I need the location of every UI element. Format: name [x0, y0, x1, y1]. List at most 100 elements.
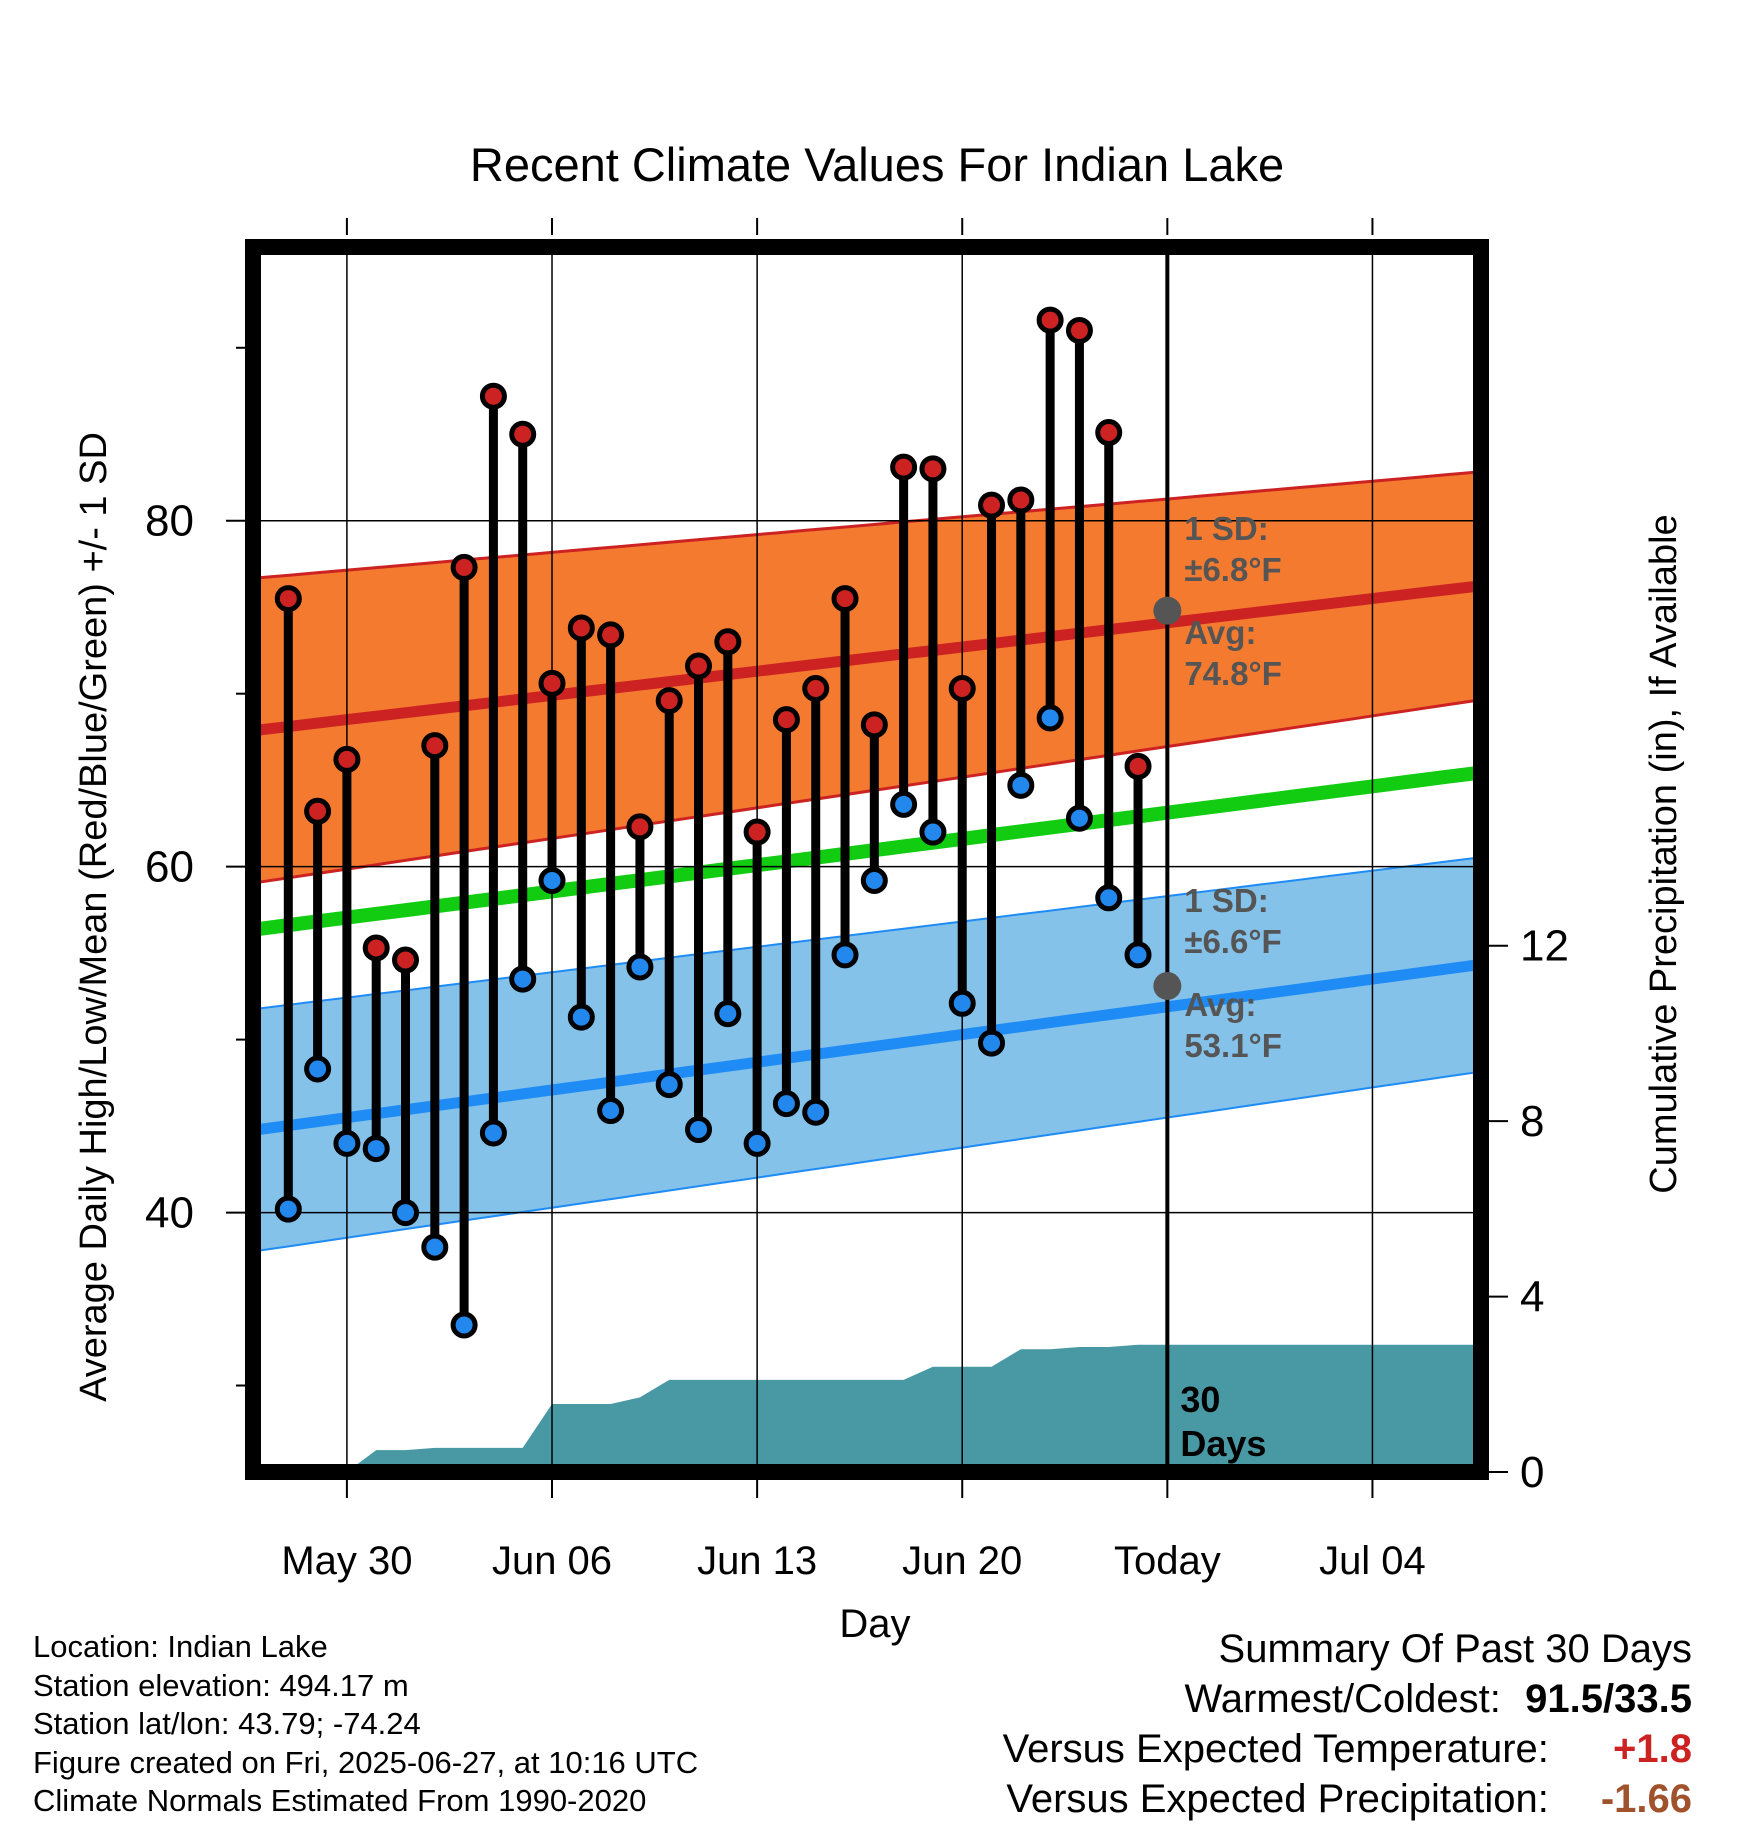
y-axis-label: Average Daily High/Low/Mean (Red/Blue/Gr… — [73, 432, 115, 1402]
x-tick-label: Jun 13 — [697, 1539, 817, 1583]
low-point — [538, 866, 566, 894]
high-point — [948, 675, 976, 703]
high-point — [479, 382, 507, 410]
low-point — [1065, 804, 1093, 832]
high-point — [655, 687, 683, 715]
high-point — [450, 553, 478, 581]
location-text: Location: Indian Lake — [33, 1629, 328, 1664]
high-point — [274, 585, 302, 613]
x-tick-label: Today — [1114, 1539, 1221, 1583]
low-point — [274, 1195, 302, 1223]
low-point — [685, 1116, 713, 1144]
high-point — [304, 797, 332, 825]
high-point — [1036, 306, 1064, 334]
low-point — [362, 1135, 390, 1163]
high-point — [743, 818, 771, 846]
low-point — [333, 1129, 361, 1157]
precip-label: Versus Expected Precipitation: — [1006, 1777, 1549, 1821]
low-point — [479, 1119, 507, 1147]
y2-axis-label: Cumulative Precipitation (in), If Availa… — [1643, 514, 1685, 1193]
high-point — [626, 813, 654, 841]
x-axis-label: Day — [839, 1602, 910, 1646]
high-point — [1124, 752, 1152, 780]
chart-title: Recent Climate Values For Indian Lake — [470, 138, 1284, 191]
high-avg-label: Avg: — [1184, 614, 1256, 651]
y2-tick-label: 8 — [1520, 1097, 1544, 1146]
created-text: Figure created on Fri, 2025-06-27, at 10… — [33, 1744, 699, 1780]
high-point — [860, 711, 888, 739]
low-point — [655, 1071, 683, 1099]
latlon-text: Station lat/lon: 43.79; -74.24 — [33, 1706, 421, 1741]
warm-cold-label: Warmest/Coldest: — [1184, 1677, 1501, 1721]
high-sd-label: 1 SD: — [1184, 510, 1268, 547]
x-tick-label: May 30 — [281, 1539, 412, 1583]
low-point — [509, 965, 537, 993]
temp-label: Versus Expected Temperature: — [1002, 1727, 1549, 1771]
y-tick-label: 80 — [145, 497, 194, 546]
precip-area — [346, 1344, 1475, 1472]
high-point — [1007, 486, 1035, 514]
summary-panel: Summary Of Past 30 Days Warmest/Coldest:… — [1003, 1624, 1692, 1824]
high-point — [597, 621, 625, 649]
y2-tick-label: 4 — [1520, 1273, 1544, 1322]
low-point — [450, 1311, 478, 1339]
low-point — [1095, 884, 1123, 912]
plot-frame — [245, 239, 1489, 1480]
high-point — [772, 706, 800, 734]
low-point — [304, 1055, 332, 1083]
low-avg-value: 53.1°F — [1184, 1027, 1282, 1064]
high-point — [919, 455, 947, 483]
low-point — [626, 953, 654, 981]
days-count-number: 30 — [1180, 1379, 1220, 1420]
high-point — [421, 732, 449, 760]
low-point — [714, 1000, 742, 1028]
high-point — [890, 453, 918, 481]
high-point — [1065, 316, 1093, 344]
high-sd-value: ±6.8°F — [1184, 551, 1281, 588]
normals-period-text: Climate Normals Estimated From 1990-2020 — [33, 1783, 647, 1818]
high-sd-band — [259, 472, 1475, 883]
low-sd-band — [259, 858, 1475, 1251]
station-info: Location: Indian Lake Station elevation:… — [33, 1628, 698, 1821]
low-point — [1124, 941, 1152, 969]
low-point — [802, 1098, 830, 1126]
low-point — [831, 941, 859, 969]
high-point — [685, 652, 713, 680]
high-point — [392, 946, 420, 974]
high-avg-value: 74.8°F — [1184, 655, 1282, 692]
low-point — [1007, 771, 1035, 799]
low-point — [772, 1090, 800, 1118]
low-point — [978, 1029, 1006, 1057]
high-point — [714, 628, 742, 656]
elevation-text: Station elevation: 494.17 m — [33, 1667, 409, 1703]
y2-tick-label: 0 — [1520, 1448, 1544, 1497]
high-point — [538, 669, 566, 697]
plot-area: 1 SD: ±6.8°F Avg: 74.8°F 1 SD: ±6.6°F Avg: 53.1… — [145, 218, 1569, 1583]
low-point — [392, 1199, 420, 1227]
high-point — [1095, 419, 1123, 447]
warm-cold-row: Warmest/Coldest: 91.5/33.5 — [1003, 1674, 1693, 1724]
low-point — [919, 818, 947, 846]
low-sd-label: 1 SD: — [1184, 882, 1268, 919]
x-tick-label: Jun 06 — [492, 1539, 612, 1583]
today-low-avg-marker — [1153, 971, 1182, 1000]
high-point — [509, 420, 537, 448]
summary-title: Summary Of Past 30 Days — [1218, 1627, 1692, 1671]
high-point — [802, 675, 830, 703]
high-point — [831, 585, 859, 613]
precip-row: Versus Expected Precipitation: -1.66 — [1003, 1774, 1692, 1824]
today-high-avg-marker — [1153, 596, 1182, 625]
x-tick-label: Jul 04 — [1319, 1539, 1426, 1583]
y-tick-label: 40 — [145, 1189, 194, 1238]
low-point — [743, 1129, 771, 1157]
low-avg-label: Avg: — [1184, 986, 1256, 1023]
low-sd-value: ±6.6°F — [1184, 923, 1281, 960]
warm-cold-value: 91.5/33.5 — [1525, 1677, 1692, 1721]
low-point — [421, 1233, 449, 1261]
low-point — [597, 1097, 625, 1125]
y2-tick-label: 12 — [1520, 922, 1569, 971]
low-point — [860, 866, 888, 894]
high-point — [978, 491, 1006, 519]
high-point — [333, 745, 361, 773]
